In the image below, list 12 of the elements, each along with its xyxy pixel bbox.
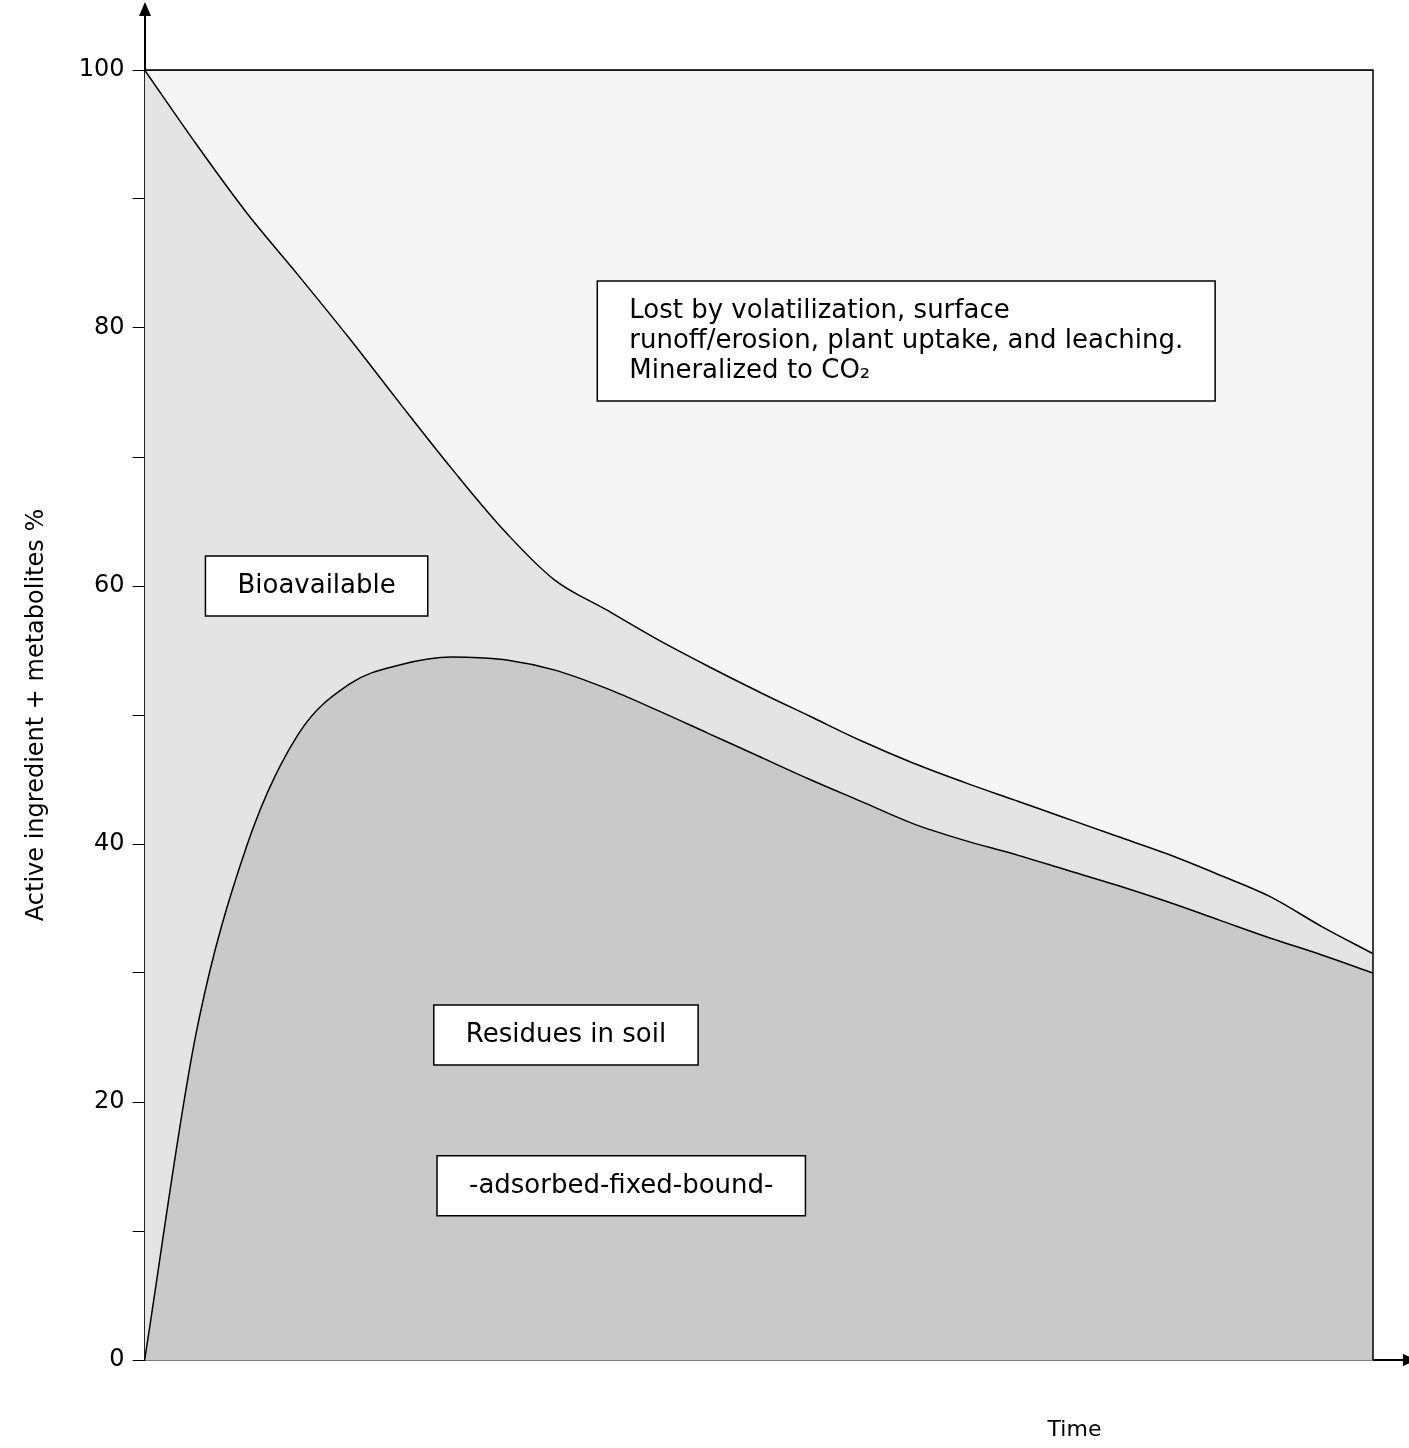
y-tick-label: 80 [94,312,125,341]
y-tick-label: 40 [94,828,125,857]
y-tick-label: 20 [94,1086,125,1115]
y-tick-label: 0 [109,1344,125,1373]
y-tick-label: 100 [78,54,125,83]
annotation: -adsorbed-fixed-bound- [469,1168,774,1199]
series-label: Lost by volatilization, surface runoff/erosion, plant uptake, and leaching. Mineralized to CO₂ [629,293,1184,384]
series-label: Residues in soil [465,1017,667,1048]
y-tick-label: 60 [94,570,125,599]
series-label: Bioavailable [237,568,396,599]
x-axis-title: Time [1046,1415,1102,1441]
y-axis-title: Active ingredient + metabolites % [20,508,49,922]
